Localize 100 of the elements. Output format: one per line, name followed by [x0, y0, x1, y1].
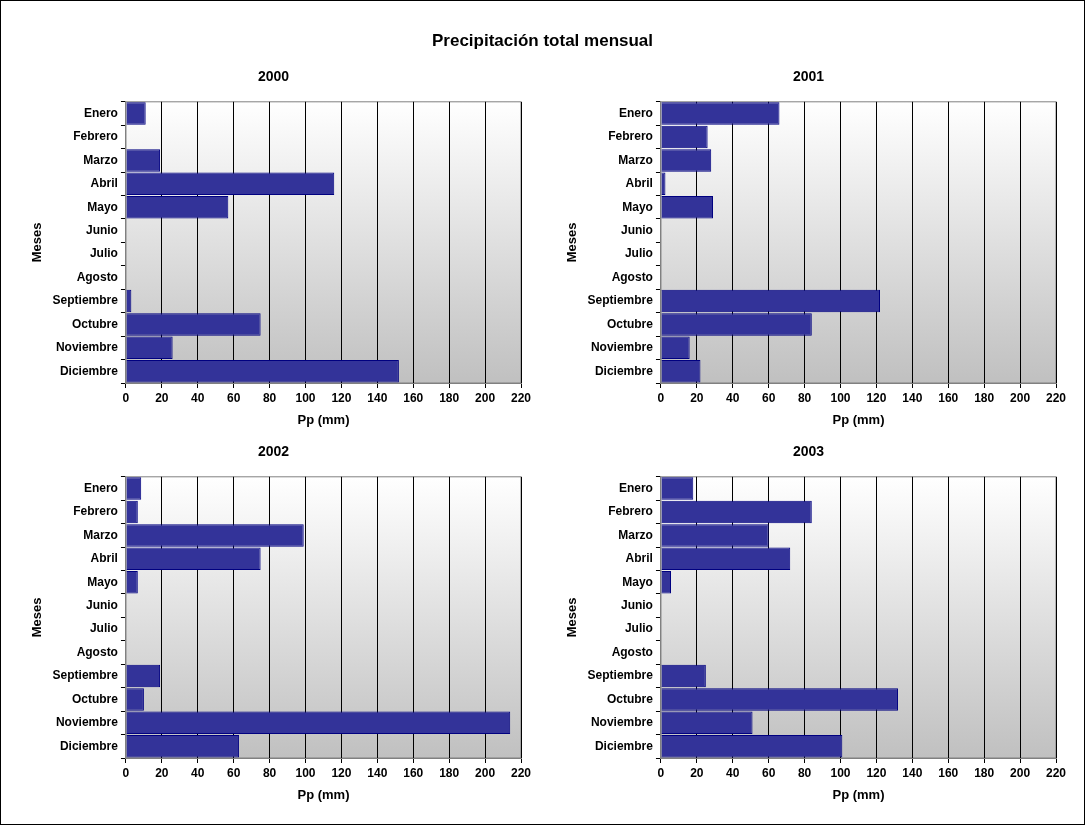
- x-axis-title: Pp (mm): [297, 411, 350, 427]
- text: Precipitación total mensual: [431, 31, 654, 50]
- y-tick-label: Febrero: [73, 504, 118, 519]
- y-tick-label: Agosto: [611, 644, 653, 659]
- x-tick-label: 140: [902, 765, 923, 780]
- y-tick-label: Diciembre: [59, 738, 119, 753]
- x-tick-label: 60: [762, 765, 776, 780]
- y-tick-label: Mayo: [87, 574, 118, 589]
- y-tick-label: Octubre: [606, 691, 654, 706]
- y-tick-label: Noviembre: [590, 715, 654, 730]
- x-tick-label: 180: [439, 390, 460, 405]
- y-tick-label: Diciembre: [59, 363, 119, 378]
- x-tick-label: 100: [830, 765, 851, 780]
- y-tick-label: Enero: [618, 480, 653, 495]
- y-tick-label: Abril: [90, 176, 118, 191]
- y-tick-label: Septiembre: [52, 668, 119, 683]
- x-tick-label: 80: [797, 765, 812, 780]
- y-axis-title: Meses: [564, 597, 580, 638]
- x-tick-label: 120: [866, 390, 887, 405]
- y-tick-label: Febrero: [73, 129, 118, 144]
- x-tick-label: 220: [1045, 390, 1067, 405]
- x-tick-label: 40: [726, 390, 740, 405]
- y-tick-label: Enero: [618, 105, 653, 120]
- y-tick-label: Octubre: [71, 316, 119, 331]
- x-tick-label: 200: [1010, 765, 1031, 780]
- x-tick-label: 80: [262, 765, 277, 780]
- x-tick-label: 140: [367, 390, 388, 405]
- chart-title: 2002: [257, 443, 290, 460]
- x-tick-label: 200: [475, 390, 496, 405]
- x-tick-label: 100: [295, 390, 316, 405]
- x-tick-label: 220: [510, 765, 532, 780]
- x-tick-label: 220: [510, 390, 532, 405]
- y-tick-label: Diciembre: [594, 738, 654, 753]
- y-tick-label: Julio: [89, 246, 118, 261]
- y-tick-label: Noviembre: [55, 715, 119, 730]
- y-tick-label: Febrero: [608, 504, 653, 519]
- x-tick-label: 200: [475, 765, 496, 780]
- x-tick-label: 100: [830, 390, 851, 405]
- x-tick-label: 180: [974, 390, 995, 405]
- y-tick-label: Abril: [90, 551, 118, 566]
- y-tick-label: Mayo: [622, 574, 653, 589]
- x-tick-label: 80: [797, 390, 812, 405]
- x-tick-label: 140: [367, 765, 388, 780]
- y-tick-label: Enero: [83, 480, 118, 495]
- x-tick-label: 220: [1045, 765, 1067, 780]
- x-tick-label: 0: [657, 390, 665, 405]
- y-tick-label: Julio: [624, 621, 653, 636]
- y-tick-label: Octubre: [606, 316, 654, 331]
- x-tick-label: 80: [262, 390, 277, 405]
- x-tick-label: 20: [690, 390, 704, 405]
- y-tick-label: Junio: [620, 598, 653, 612]
- x-tick-label: 20: [690, 765, 704, 780]
- x-tick-label: 20: [155, 765, 169, 780]
- x-tick-label: 140: [902, 390, 923, 405]
- chart-title: 2003: [792, 443, 825, 460]
- chart-title: 2000: [257, 68, 290, 85]
- x-tick-label: 20: [155, 390, 169, 405]
- y-tick-label: Julio: [624, 246, 653, 261]
- y-tick-label: Diciembre: [594, 363, 654, 378]
- y-tick-label: Octubre: [71, 691, 119, 706]
- x-tick-label: 60: [762, 390, 776, 405]
- y-tick-label: Noviembre: [590, 340, 654, 355]
- x-tick-label: 160: [938, 390, 959, 405]
- x-tick-label: 160: [403, 390, 424, 405]
- x-tick-label: 40: [191, 765, 205, 780]
- x-tick-label: 120: [866, 765, 887, 780]
- y-tick-label: Enero: [83, 105, 118, 120]
- x-tick-label: 100: [295, 765, 316, 780]
- y-axis-title: Meses: [564, 222, 580, 263]
- y-tick-label: Septiembre: [587, 293, 654, 308]
- y-tick-label: Agosto: [76, 269, 118, 284]
- x-tick-label: 160: [403, 765, 424, 780]
- x-axis-title: Pp (mm): [832, 411, 885, 427]
- y-tick-label: Septiembre: [587, 668, 654, 683]
- y-tick-label: Mayo: [622, 199, 653, 214]
- x-axis-title: Pp (mm): [832, 786, 885, 802]
- y-tick-label: Junio: [85, 223, 118, 237]
- chart-title: 2001: [792, 68, 825, 85]
- y-tick-label: Agosto: [76, 644, 118, 659]
- y-tick-label: Junio: [620, 223, 653, 237]
- x-tick-label: 60: [227, 765, 241, 780]
- y-tick-label: Mayo: [87, 199, 118, 214]
- y-tick-label: Marzo: [83, 527, 118, 542]
- x-tick-label: 0: [122, 390, 130, 405]
- x-tick-label: 180: [974, 765, 995, 780]
- y-tick-label: Marzo: [618, 527, 653, 542]
- y-tick-label: Marzo: [618, 152, 653, 167]
- y-tick-label: Septiembre: [52, 293, 119, 308]
- y-axis-title: Meses: [29, 222, 45, 263]
- x-tick-label: 0: [657, 765, 665, 780]
- y-tick-label: Julio: [89, 621, 118, 636]
- y-tick-label: Abril: [625, 551, 653, 566]
- x-tick-label: 160: [938, 765, 959, 780]
- y-tick-label: Marzo: [83, 152, 118, 167]
- y-axis-title: Meses: [29, 597, 45, 638]
- y-tick-label: Febrero: [608, 129, 653, 144]
- y-tick-label: Abril: [625, 176, 653, 191]
- y-tick-label: Junio: [85, 598, 118, 612]
- x-tick-label: 40: [191, 390, 205, 405]
- y-tick-label: Noviembre: [55, 340, 119, 355]
